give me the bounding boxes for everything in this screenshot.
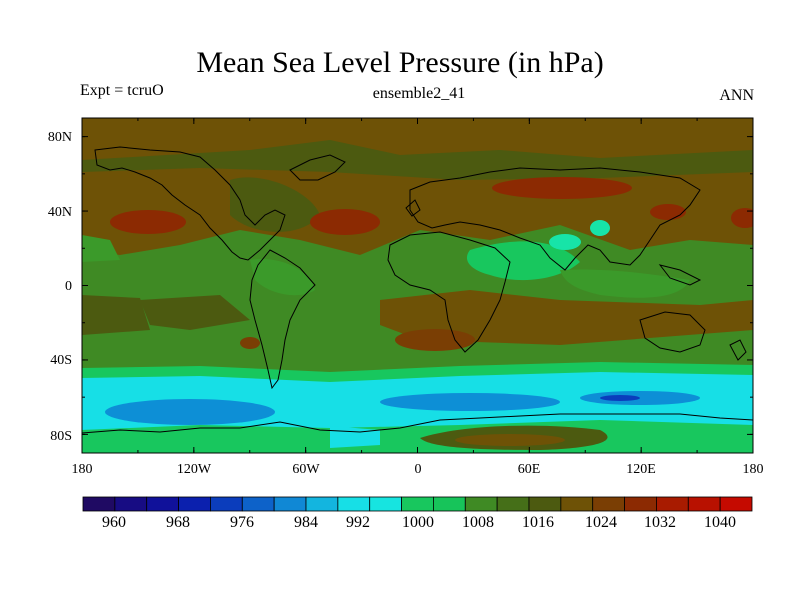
colorbar-swatch	[719, 496, 753, 512]
lat-label-40n: 40N	[48, 205, 72, 220]
lon-label-60e: 60E	[518, 462, 541, 477]
lon-label-120w: 120W	[177, 462, 212, 477]
colorbar-swatch	[241, 496, 275, 512]
pressure-field	[82, 118, 753, 453]
colorbar-label-976: 976	[230, 514, 254, 531]
lon-label-180w: 180	[72, 462, 93, 477]
colorbar-label-968: 968	[166, 514, 190, 531]
colorbar-label-1040: 1040	[704, 514, 736, 531]
lon-label-120e: 120E	[626, 462, 656, 477]
colorbar-label-992: 992	[346, 514, 370, 531]
colorbar-swatch	[433, 496, 466, 512]
lat-label-80s: 80S	[50, 429, 72, 444]
colorbar-swatch	[369, 496, 402, 512]
colorbar-swatch	[624, 496, 657, 512]
colorbar-swatch	[401, 496, 434, 512]
colorbar-swatch	[337, 496, 371, 512]
colorbar-label-1000: 1000	[402, 514, 434, 531]
colorbar	[82, 496, 753, 512]
colorbar-label-1032: 1032	[644, 514, 676, 531]
lat-label-40s: 40S	[50, 353, 72, 368]
colorbar-swatch	[496, 496, 530, 512]
coastlines	[82, 146, 753, 434]
lat-label-eq: 0	[65, 279, 72, 294]
colorbar-swatch	[146, 496, 179, 512]
colorbar-swatch	[82, 496, 116, 512]
colorbar-swatch	[656, 496, 689, 512]
lon-label-0: 0	[415, 462, 422, 477]
axis-ticks	[81, 118, 754, 453]
chart-title: Mean Sea Level Pressure (in hPa)	[196, 46, 604, 79]
colorbar-swatch	[592, 496, 625, 512]
season-label: ANN	[719, 87, 754, 104]
colorbar-label-960: 960	[102, 514, 126, 531]
experiment-label: Expt = tcruO	[80, 82, 164, 99]
colorbar-swatch	[178, 496, 211, 512]
colorbar-label-984: 984	[294, 514, 318, 531]
colorbar-swatch	[687, 496, 721, 512]
colorbar-label-1024: 1024	[585, 514, 617, 531]
colorbar-swatch	[114, 496, 148, 512]
colorbar-label-1016: 1016	[522, 514, 554, 531]
colorbar-swatch	[560, 496, 594, 512]
lon-label-60w: 60W	[292, 462, 320, 477]
ensemble-label: ensemble2_41	[372, 85, 466, 102]
colorbar-label-1008: 1008	[462, 514, 494, 531]
colorbar-swatch	[464, 496, 498, 512]
colorbar-swatch	[305, 496, 339, 512]
colorbar-swatch	[210, 496, 243, 512]
colorbar-swatch	[528, 496, 562, 512]
lon-label-180e: 180	[743, 462, 764, 477]
lat-label-80n: 80N	[48, 130, 72, 145]
colorbar-swatch	[273, 496, 307, 512]
